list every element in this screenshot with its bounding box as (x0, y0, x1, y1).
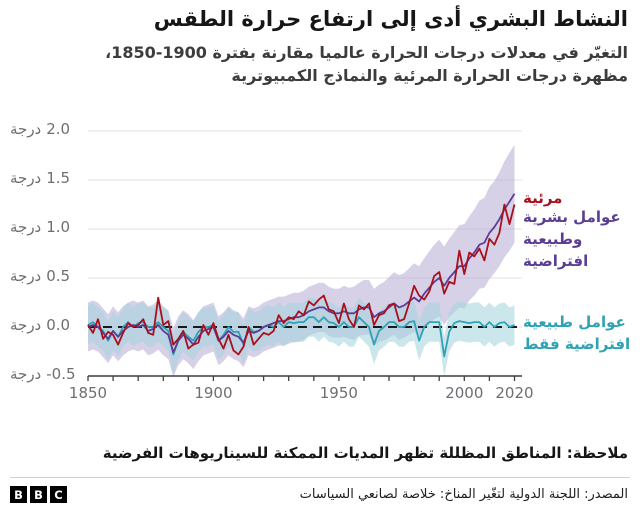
chart-canvas (87, 130, 522, 381)
y-axis-unit: درجة (10, 169, 42, 187)
y-axis-value: 0.0 (46, 316, 71, 334)
y-axis-label: درجة 0.5 (10, 267, 86, 285)
chart-subtitle-line: مظهرة درجات الحرارة المرئية والنماذج الك… (231, 66, 628, 86)
series-label-line: مرئية (523, 189, 563, 207)
series-label: عوامل بشرية وطبيعية افتراضية (523, 206, 637, 272)
bbc-logo-block: C (50, 486, 67, 503)
y-axis-label: درجة 1.0 (10, 218, 86, 236)
series-label-line: عوامل بشرية (523, 208, 621, 226)
y-axis-value: 0.5 (46, 267, 71, 285)
x-axis-label: 2000 (445, 384, 484, 402)
series-label-line: وطبيعية (523, 230, 583, 248)
y-axis-value: 1.5 (46, 169, 71, 187)
bbc-logo-block: B (10, 486, 27, 503)
series-label-line: افتراضية فقط (523, 335, 631, 353)
y-axis-unit: درجة (10, 316, 42, 334)
y-axis-unit: درجة (10, 120, 42, 138)
y-axis-value: 1.0 (46, 218, 71, 236)
series-label: مرئية (523, 187, 637, 209)
y-axis-label: درجة 1.5 (10, 169, 86, 187)
y-axis-value: -0.5 (46, 365, 76, 383)
footer-divider (10, 477, 630, 478)
x-axis-label: 1850 (68, 384, 108, 402)
y-axis-unit: درجة (10, 218, 42, 236)
chart-footnote: ملاحظة: المناطق المظللة تظهر المديات الم… (102, 444, 628, 462)
chart: درجة 2.0 درجة 1.5 درجة 1.0 درجة 0.5 درجة 0.0 درجة -… (0, 105, 640, 417)
x-axis-label: 2020 (495, 384, 534, 402)
series-label-line: افتراضية (523, 252, 589, 270)
bbc-logo-block: B (30, 486, 47, 503)
y-axis-unit: درجة (10, 267, 42, 285)
chart-subtitle-line: التغيّر في معدلات درجات الحرارة عالميا م… (105, 43, 628, 62)
x-axis-label: 1900 (194, 384, 233, 402)
y-axis-label: درجة 0.0 (10, 316, 86, 334)
y-axis-label: درجة 2.0 (10, 120, 86, 138)
x-axis-label: 1950 (319, 384, 358, 402)
source-attribution: المصدر: اللجنة الدولية لتغّير المناخ: خل… (299, 487, 628, 502)
page-title: النشاط البشري أدى إلى ارتفاع حرارة الطقس (153, 7, 628, 31)
y-axis-unit: درجة (10, 365, 42, 383)
bbc-logo: B B C (10, 486, 67, 503)
y-axis-label: درجة -0.5 (10, 365, 86, 383)
chart-subtitle: التغيّر في معدلات درجات الحرارة عالميا م… (12, 41, 628, 87)
y-axis-value: 2.0 (46, 120, 71, 138)
series-label: عوامل طبيعية افتراضية فقط (523, 311, 637, 355)
series-label-line: عوامل طبيعية (523, 313, 626, 331)
